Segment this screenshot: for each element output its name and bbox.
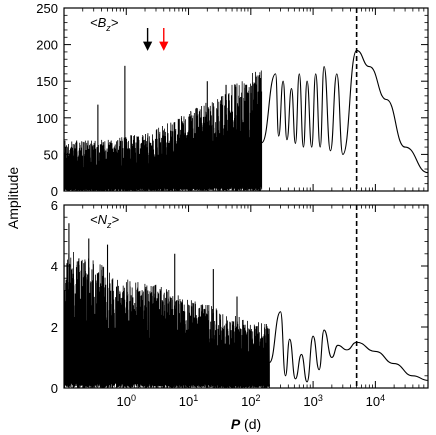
period-arrow-0 xyxy=(142,28,153,51)
x-tick-label-3: 103 xyxy=(303,393,322,409)
y-tick-label-0-3: 150 xyxy=(36,74,58,89)
noise-trace-0 xyxy=(63,70,263,192)
y-tick-label-0-2: 100 xyxy=(36,111,58,126)
bottom-plot-area xyxy=(63,205,429,389)
bottom-panel: 0 2 4 6 100 101 102 103 104 <Nz> xyxy=(51,198,429,409)
x-tick-label-2: 102 xyxy=(241,393,260,409)
y-tick-label-0-1: 50 xyxy=(44,147,58,162)
y-tick-label-1-0: 0 xyxy=(51,381,58,396)
bottom-panel-label: <Nz> xyxy=(90,212,119,230)
smooth-trace-1 xyxy=(269,311,429,383)
top-panel-frame xyxy=(63,7,429,192)
top-axes: 0 50 100 150 200 250 xyxy=(36,1,429,199)
top-panel-label: <Bz> xyxy=(90,15,119,33)
y-tick-label-0-4: 200 xyxy=(36,38,58,53)
bottom-axes: 0 2 4 6 100 101 102 103 104 xyxy=(51,198,429,409)
period-arrow-1 xyxy=(159,28,169,51)
y-tick-label-0-5: 250 xyxy=(36,1,58,16)
top-panel: 0 50 100 150 200 250 <Bz> xyxy=(36,1,429,199)
y-axis-title: Amplitude xyxy=(5,167,21,229)
x-tick-label-4: 104 xyxy=(366,393,385,409)
noise-trace-1 xyxy=(63,251,270,389)
y-tick-label-1-2: 4 xyxy=(51,259,58,274)
bottom-panel-frame xyxy=(63,204,429,389)
x-tick-label-0: 100 xyxy=(117,393,136,409)
x-axis-title: P (d) xyxy=(231,416,261,432)
x-tick-label-1: 101 xyxy=(179,393,198,409)
y-tick-label-0-0: 0 xyxy=(51,184,58,199)
y-tick-label-1-1: 2 xyxy=(51,320,58,335)
top-plot-area xyxy=(63,8,429,192)
y-tick-label-1-3: 6 xyxy=(51,198,58,213)
smooth-trace-0 xyxy=(261,49,429,174)
